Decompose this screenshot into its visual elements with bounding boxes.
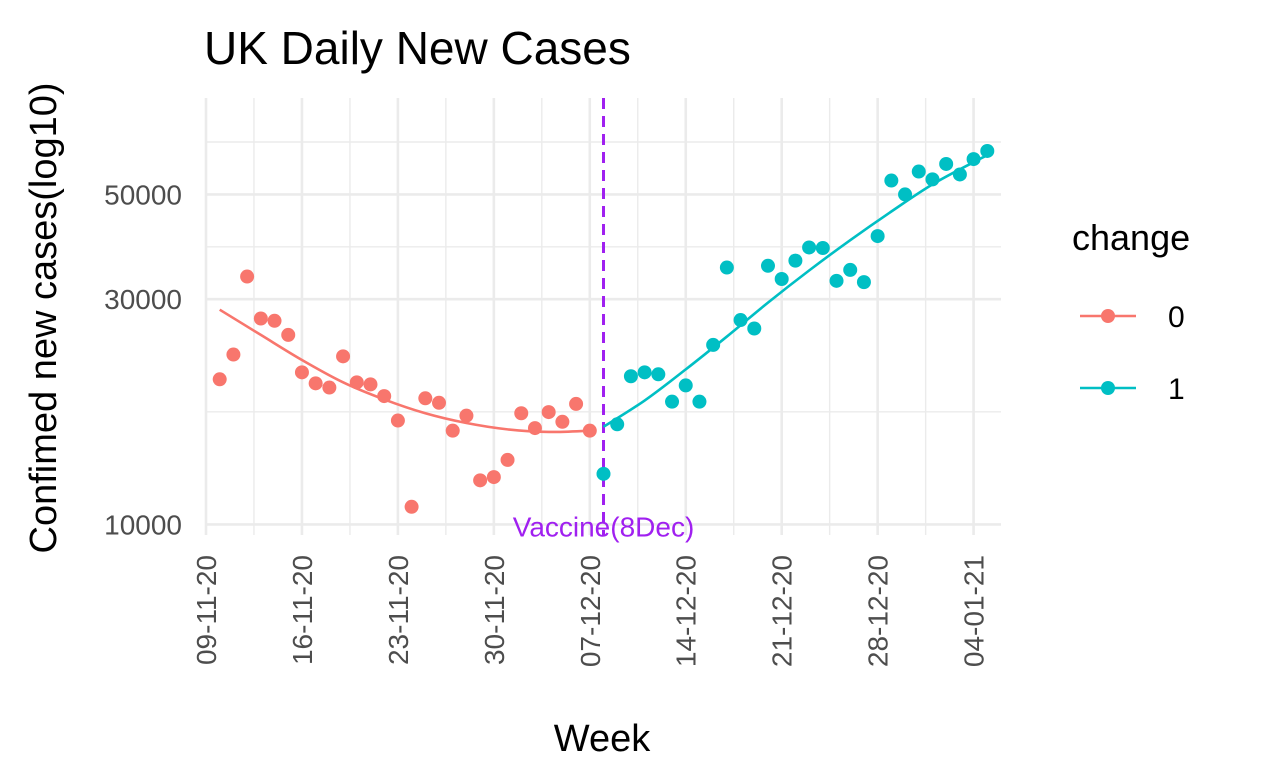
data-point-0 xyxy=(486,470,501,485)
legend-items: 01 xyxy=(1080,301,1185,406)
data-point-0 xyxy=(514,406,529,421)
legend-point-1 xyxy=(1101,381,1115,395)
x-tick-label: 09-11-20 xyxy=(191,555,222,665)
data-point-1 xyxy=(843,262,858,277)
data-point-0 xyxy=(267,313,282,328)
data-point-1 xyxy=(802,240,817,255)
data-point-1 xyxy=(651,367,666,382)
x-tick-label: 28-12-20 xyxy=(863,555,894,667)
data-point-0 xyxy=(240,269,255,284)
data-point-1 xyxy=(596,466,611,481)
legend-title: change xyxy=(1072,217,1190,258)
x-tick-label: 21-12-20 xyxy=(767,555,798,667)
data-point-1 xyxy=(760,258,775,273)
data-point-1 xyxy=(925,172,940,187)
data-points xyxy=(212,143,995,514)
data-point-0 xyxy=(555,414,570,429)
legend: change 01 xyxy=(1072,217,1190,406)
data-point-1 xyxy=(898,187,913,202)
data-point-0 xyxy=(582,423,597,438)
data-point-1 xyxy=(678,378,693,393)
data-point-0 xyxy=(226,347,241,362)
data-point-0 xyxy=(308,376,323,391)
data-point-0 xyxy=(253,311,268,326)
data-point-1 xyxy=(939,156,954,171)
vaccine-label: Vaccine(8Dec) xyxy=(513,511,695,542)
data-point-0 xyxy=(363,377,378,392)
data-point-0 xyxy=(541,405,556,420)
chart-title: UK Daily New Cases xyxy=(204,22,631,74)
data-point-1 xyxy=(980,143,995,158)
data-point-1 xyxy=(952,167,967,182)
y-tick-label: 30000 xyxy=(104,284,182,315)
data-point-1 xyxy=(706,337,721,352)
data-point-1 xyxy=(747,321,762,336)
x-tick-label: 07-12-20 xyxy=(575,555,606,667)
trend-lines xyxy=(219,154,988,434)
legend-point-0 xyxy=(1101,309,1115,323)
data-point-1 xyxy=(692,394,707,409)
data-point-0 xyxy=(294,365,309,380)
data-point-0 xyxy=(569,396,584,411)
data-point-1 xyxy=(829,273,844,288)
data-point-1 xyxy=(637,365,652,380)
data-point-1 xyxy=(623,369,638,384)
data-point-1 xyxy=(911,164,926,179)
vaccine-annotation: Vaccine(8Dec) xyxy=(513,98,695,542)
data-point-1 xyxy=(815,240,830,255)
data-point-0 xyxy=(212,372,227,387)
data-point-0 xyxy=(349,375,364,390)
x-tick-label: 04-01-21 xyxy=(959,555,990,667)
x-tick-label: 23-11-20 xyxy=(383,555,414,665)
y-tick-label: 50000 xyxy=(104,179,182,210)
axis-ticks: 09-11-20 16-11-20 23-11-20 30-11-20 07-12-20… xyxy=(104,179,989,667)
data-point-0 xyxy=(500,452,515,467)
grid-lines xyxy=(204,98,1001,535)
data-point-0 xyxy=(390,413,405,428)
data-point-0 xyxy=(432,395,447,410)
x-tick-label: 16-11-20 xyxy=(287,555,318,665)
data-point-1 xyxy=(610,417,625,432)
x-tick-label: 30-11-20 xyxy=(479,555,510,665)
data-point-0 xyxy=(418,391,433,406)
y-tick-label: 10000 xyxy=(104,509,182,540)
trend-line-1 xyxy=(602,154,988,428)
data-point-1 xyxy=(788,253,803,268)
x-axis-title: Week xyxy=(554,718,651,760)
legend-label-1: 1 xyxy=(1168,373,1185,406)
data-point-0 xyxy=(473,473,488,488)
data-point-0 xyxy=(459,408,474,423)
data-point-1 xyxy=(856,275,871,290)
data-point-1 xyxy=(719,260,734,275)
data-point-0 xyxy=(322,380,337,395)
data-point-0 xyxy=(281,327,296,342)
data-point-1 xyxy=(665,394,680,409)
x-tick-label: 14-12-20 xyxy=(671,555,702,667)
data-point-0 xyxy=(336,349,351,364)
data-point-1 xyxy=(733,313,748,328)
data-point-0 xyxy=(445,423,460,438)
y-axis-title: Confimed new cases(log10) xyxy=(23,82,65,553)
legend-label-0: 0 xyxy=(1168,301,1185,334)
data-point-1 xyxy=(774,271,789,286)
data-point-0 xyxy=(377,389,392,404)
trend-line-0 xyxy=(219,308,590,434)
data-point-0 xyxy=(527,421,542,436)
data-point-1 xyxy=(884,173,899,188)
data-point-0 xyxy=(404,499,419,514)
data-point-1 xyxy=(966,152,981,167)
data-point-1 xyxy=(870,229,885,244)
